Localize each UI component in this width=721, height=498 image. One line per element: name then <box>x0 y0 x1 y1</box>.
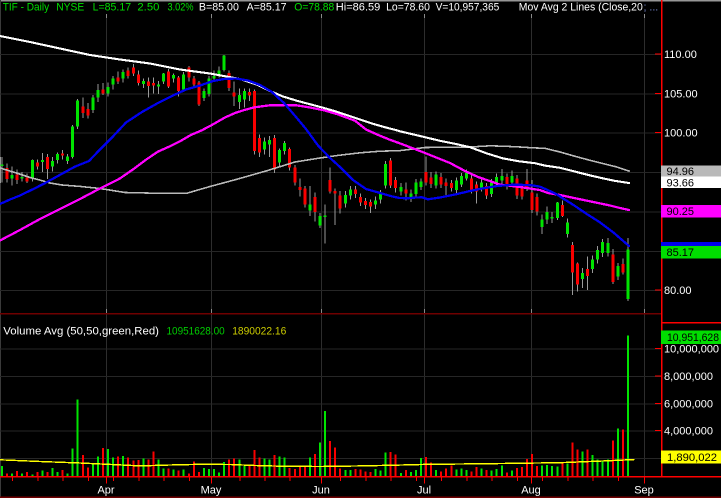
svg-text:TIF - Daily: TIF - Daily <box>3 2 50 14</box>
svg-text:90.25: 90.25 <box>667 206 695 218</box>
svg-text:6,000,000: 6,000,000 <box>664 398 713 410</box>
svg-text:3.02%: 3.02% <box>168 2 194 14</box>
svg-text:NYSE: NYSE <box>56 2 84 14</box>
svg-text:4,000,000: 4,000,000 <box>664 426 713 438</box>
svg-text:B=85.00: B=85.00 <box>199 2 239 14</box>
svg-text:Sep: Sep <box>634 485 654 497</box>
svg-text:2.50: 2.50 <box>137 2 159 14</box>
svg-text:Hi=86.59: Hi=86.59 <box>336 2 381 14</box>
svg-text:93.66: 93.66 <box>667 177 695 189</box>
svg-text:100.00: 100.00 <box>664 128 698 140</box>
svg-text:L=85.17: L=85.17 <box>93 2 132 14</box>
svg-text:A=85.17: A=85.17 <box>247 2 287 14</box>
svg-text:Jul: Jul <box>417 485 431 497</box>
svg-text:8,000,000: 8,000,000 <box>664 371 713 383</box>
svg-text:10951628.00: 10951628.00 <box>167 326 225 338</box>
svg-text:1890022.16: 1890022.16 <box>232 326 286 338</box>
svg-text:Mov Avg 2 Lines (Close,20: Mov Avg 2 Lines (Close,20 <box>519 2 643 14</box>
svg-text:O=78.88: O=78.88 <box>294 2 334 14</box>
svg-text:80.00: 80.00 <box>664 285 692 297</box>
svg-text:May: May <box>201 485 222 497</box>
svg-text:1,890,022: 1,890,022 <box>667 452 717 464</box>
svg-text:85.17: 85.17 <box>667 247 695 259</box>
svg-text:Volume Avg (50,50,green,Red): Volume Avg (50,50,green,Red) <box>3 326 159 338</box>
svg-text:Jun: Jun <box>312 485 330 497</box>
svg-text:Lo=78.60: Lo=78.60 <box>386 2 430 14</box>
svg-text:10,951,628: 10,951,628 <box>667 332 719 344</box>
svg-text:V=10,957,365: V=10,957,365 <box>436 2 500 14</box>
svg-text:94.96: 94.96 <box>667 166 695 178</box>
svg-text:; ...: ; ... <box>644 2 659 14</box>
svg-text:105.00: 105.00 <box>664 88 698 100</box>
svg-text:10,000,000: 10,000,000 <box>664 344 719 356</box>
svg-text:110.00: 110.00 <box>664 49 697 61</box>
svg-text:Apr: Apr <box>97 485 114 497</box>
svg-text:Aug: Aug <box>521 485 541 497</box>
